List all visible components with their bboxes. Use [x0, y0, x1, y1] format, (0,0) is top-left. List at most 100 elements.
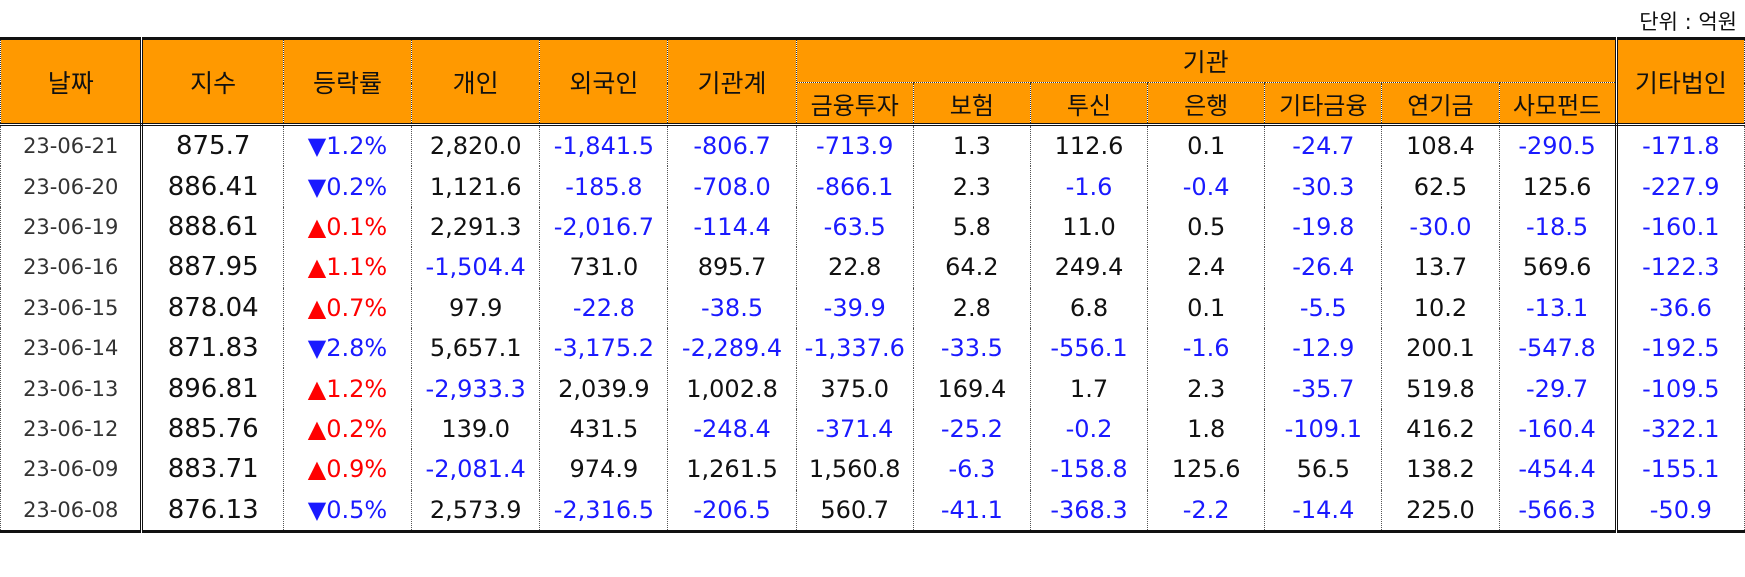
cell-fin-invest: -713.9 [795, 124, 914, 167]
cell-institution-total: 895.7 [667, 247, 797, 288]
cell-date: 23-06-16 [0, 247, 144, 288]
header-pension: 연기금 [1381, 82, 1500, 126]
cell-foreign: 974.9 [539, 449, 669, 490]
cell-index: 888.61 [141, 206, 284, 248]
table-row: 23-06-13 896.81 ▲1.2% -2,933.3 2,039.9 1,002.… [0, 368, 1745, 409]
cell-trust: -158.8 [1029, 449, 1149, 490]
cell-other-corp: -109.5 [1614, 368, 1745, 409]
cell-foreign: 431.5 [539, 408, 669, 450]
cell-individual: 139.0 [411, 408, 541, 450]
cell-institution-total: -248.4 [667, 408, 797, 450]
header-trust: 투신 [1029, 82, 1149, 126]
cell-index: 871.83 [141, 327, 284, 369]
cell-other-fin: 56.5 [1264, 449, 1383, 490]
table-row: 23-06-20 886.41 ▼0.2% 1,121.6 -185.8 -708.0 -8… [0, 166, 1745, 207]
cell-other-fin: -12.9 [1264, 327, 1383, 369]
cell-index: 887.95 [141, 247, 284, 288]
cell-insurance: 169.4 [912, 368, 1031, 409]
cell-trust: -1.6 [1029, 166, 1149, 207]
table-row: 23-06-14 871.83 ▼2.8% 5,657.1 -3,175.2 -2,289… [0, 327, 1745, 369]
cell-change: ▲0.2% [282, 408, 413, 450]
header-insurance: 보험 [912, 82, 1031, 126]
cell-fin-invest: -371.4 [795, 408, 914, 450]
header-bank: 은행 [1147, 82, 1266, 126]
cell-fin-invest: 560.7 [795, 489, 914, 533]
table-row: 23-06-15 878.04 ▲0.7% 97.9 -22.8 -38.5 -39.9 2.… [0, 287, 1745, 328]
cell-bank: 2.3 [1147, 368, 1266, 409]
cell-other-corp: -192.5 [1614, 327, 1745, 369]
cell-other-corp: -227.9 [1614, 166, 1745, 207]
cell-individual: -2,081.4 [411, 449, 541, 490]
cell-bank: 2.4 [1147, 247, 1266, 288]
table-row: 23-06-09 883.71 ▲0.9% -2,081.4 974.9 1,261.5 1… [0, 449, 1745, 490]
cell-fin-invest: -63.5 [795, 206, 914, 248]
cell-foreign: 731.0 [539, 247, 669, 288]
cell-date: 23-06-21 [0, 124, 144, 167]
cell-other-fin: -26.4 [1264, 247, 1383, 288]
cell-private-fund: -18.5 [1498, 206, 1617, 248]
header-other-corp: 기타법인 [1614, 37, 1745, 126]
cell-bank: 1.8 [1147, 408, 1266, 450]
cell-other-corp: -171.8 [1614, 124, 1745, 167]
cell-change: ▲0.1% [282, 206, 413, 248]
cell-bank: -0.4 [1147, 166, 1266, 207]
cell-pension: 62.5 [1381, 166, 1500, 207]
cell-date: 23-06-20 [0, 166, 144, 207]
unit-label: 단위 : 억원 [1639, 10, 1737, 34]
cell-other-corp: -322.1 [1614, 408, 1745, 450]
cell-private-fund: -160.4 [1498, 408, 1617, 450]
cell-other-fin: -19.8 [1264, 206, 1383, 248]
cell-institution-total: -708.0 [667, 166, 797, 207]
header-private-fund: 사모펀드 [1498, 82, 1617, 126]
cell-pension: 138.2 [1381, 449, 1500, 490]
cell-private-fund: 569.6 [1498, 247, 1617, 288]
header-change: 등락률 [282, 37, 413, 126]
cell-private-fund: -29.7 [1498, 368, 1617, 409]
cell-index: 896.81 [141, 368, 284, 409]
cell-date: 23-06-14 [0, 327, 144, 369]
cell-private-fund: -454.4 [1498, 449, 1617, 490]
cell-fin-invest: -1,337.6 [795, 327, 914, 369]
cell-fin-invest: 375.0 [795, 368, 914, 409]
cell-foreign: -3,175.2 [539, 327, 669, 369]
cell-other-corp: -122.3 [1614, 247, 1745, 288]
cell-trust: -556.1 [1029, 327, 1149, 369]
cell-other-corp: -50.9 [1614, 489, 1745, 533]
cell-other-corp: -155.1 [1614, 449, 1745, 490]
cell-insurance: 64.2 [912, 247, 1031, 288]
cell-pension: 10.2 [1381, 287, 1500, 328]
table-body: 23-06-21 875.7 ▼1.2% 2,820.0 -1,841.5 -806.7-… [0, 124, 1745, 533]
cell-other-fin: -109.1 [1264, 408, 1383, 450]
cell-individual: 97.9 [411, 287, 541, 328]
cell-trust: 6.8 [1029, 287, 1149, 328]
cell-institution-total: -206.5 [667, 489, 797, 533]
header-date: 날짜 [0, 37, 144, 126]
cell-insurance: -41.1 [912, 489, 1031, 533]
cell-change: ▼2.8% [282, 327, 413, 369]
table-row: 23-06-16 887.95 ▲1.1% -1,504.4 731.0 895.7 22.… [0, 247, 1745, 288]
cell-pension: -30.0 [1381, 206, 1500, 248]
investor-trading-table: 날짜 지수 등락률 개인 외국인 기관계 기관 기타법인 금융투자 보험 투신 … [0, 37, 1745, 533]
cell-pension: 225.0 [1381, 489, 1500, 533]
table-header: 날짜 지수 등락률 개인 외국인 기관계 기관 기타법인 금융투자 보험 투신 … [0, 37, 1745, 126]
cell-private-fund: -290.5 [1498, 124, 1617, 167]
cell-individual: -1,504.4 [411, 247, 541, 288]
cell-index: 885.76 [141, 408, 284, 450]
cell-insurance: 2.3 [912, 166, 1031, 207]
cell-insurance: -6.3 [912, 449, 1031, 490]
table-row: 23-06-21 875.7 ▼1.2% 2,820.0 -1,841.5 -806.7-… [0, 124, 1745, 167]
cell-trust: 112.6 [1029, 124, 1149, 167]
header-institution-group: 기관 [795, 37, 1617, 83]
header-index: 지수 [141, 37, 284, 126]
cell-institution-total: -806.7 [667, 124, 797, 167]
header-fin-invest: 금융투자 [795, 82, 914, 126]
cell-foreign: -22.8 [539, 287, 669, 328]
cell-pension: 13.7 [1381, 247, 1500, 288]
cell-change: ▲1.1% [282, 247, 413, 288]
cell-insurance: -33.5 [912, 327, 1031, 369]
cell-date: 23-06-13 [0, 368, 144, 409]
cell-change: ▲1.2% [282, 368, 413, 409]
cell-private-fund: -566.3 [1498, 489, 1617, 533]
cell-trust: 11.0 [1029, 206, 1149, 248]
cell-bank: -2.2 [1147, 489, 1266, 533]
